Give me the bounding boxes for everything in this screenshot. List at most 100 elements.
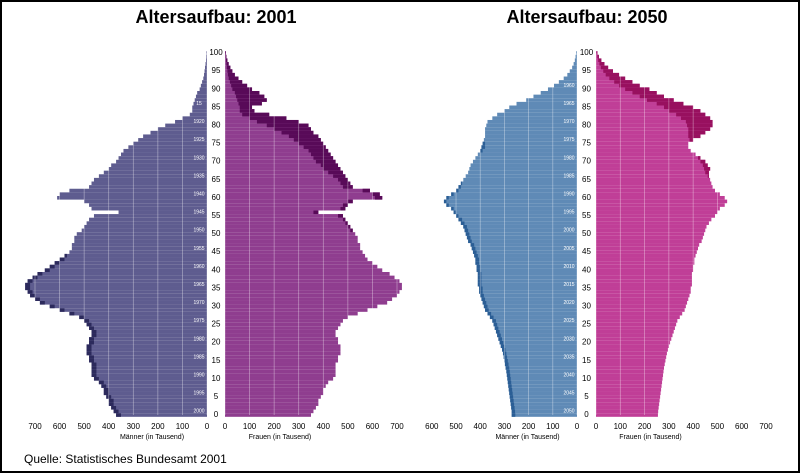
- y-tick-label: 30: [212, 302, 221, 311]
- bar: [103, 387, 207, 392]
- bar: [477, 282, 577, 287]
- bar: [89, 203, 207, 207]
- excess-bar: [599, 62, 605, 66]
- bar: [225, 329, 336, 334]
- bar: [596, 319, 678, 323]
- bar: [93, 376, 207, 381]
- excess-bar: [458, 217, 463, 222]
- bar: [596, 348, 668, 352]
- excess-bar: [700, 159, 706, 164]
- bar: [572, 65, 577, 70]
- bar: [225, 170, 343, 175]
- bar: [79, 315, 207, 320]
- excess-bar: [509, 391, 513, 396]
- bar: [596, 384, 662, 388]
- bar: [128, 145, 207, 149]
- bar: [563, 76, 577, 81]
- bar: [596, 380, 663, 385]
- bar: [225, 398, 319, 403]
- bar: [225, 337, 339, 341]
- bar: [500, 344, 577, 349]
- bar: [596, 98, 674, 102]
- excess-bar: [86, 344, 92, 349]
- x-tick-label: 500: [711, 422, 725, 431]
- bar: [482, 300, 577, 305]
- cohort-label: 1955: [193, 246, 204, 252]
- bar: [596, 141, 689, 146]
- bar: [596, 340, 671, 345]
- excess-bar: [481, 297, 486, 301]
- excess-bar: [64, 253, 67, 258]
- excess-bar: [37, 272, 43, 276]
- cohort-label: 1930: [193, 155, 204, 161]
- bar: [596, 195, 725, 200]
- bar: [476, 268, 577, 273]
- bar: [596, 134, 701, 139]
- bar: [194, 98, 207, 102]
- bar: [494, 326, 577, 330]
- x-tick-label: 200: [267, 422, 281, 431]
- bar: [596, 152, 696, 157]
- excess-bar: [225, 54, 227, 59]
- excess-bar: [25, 282, 31, 287]
- bar: [225, 275, 395, 280]
- bar: [91, 333, 207, 338]
- bar: [225, 152, 331, 157]
- bar: [475, 257, 577, 262]
- excess-bar: [313, 156, 334, 160]
- y-tick-label: 35: [212, 283, 221, 292]
- cohort-label: 2050: [563, 409, 574, 415]
- excess-bar: [465, 232, 470, 236]
- y-tick-label: 35: [582, 283, 591, 292]
- bar: [472, 159, 577, 164]
- excess-bar: [446, 195, 449, 200]
- bar: [206, 54, 207, 59]
- bar: [225, 145, 326, 149]
- excess-bar: [502, 351, 507, 356]
- bar: [540, 91, 577, 95]
- excess-bar: [475, 257, 480, 262]
- bar: [175, 119, 207, 124]
- excess-bar: [497, 333, 501, 338]
- excess-bar: [681, 116, 711, 120]
- cohort-label: 1935: [193, 173, 204, 179]
- bar: [596, 282, 692, 287]
- x-tick-label: 100: [176, 422, 190, 431]
- x-tick-label: 100: [243, 422, 257, 431]
- x-tick-label: 0: [205, 422, 210, 431]
- excess-bar: [27, 290, 33, 294]
- bar: [121, 152, 207, 157]
- bar: [477, 279, 577, 283]
- bar: [547, 87, 577, 92]
- bar: [225, 221, 348, 225]
- bar: [225, 395, 321, 399]
- cohort-label: 1970: [563, 119, 574, 125]
- bar: [507, 380, 577, 385]
- excess-bar: [342, 203, 348, 207]
- y-tick-label: 100: [209, 48, 223, 57]
- bar: [225, 405, 316, 410]
- cohort-label: 2010: [563, 264, 574, 270]
- bar: [497, 112, 577, 117]
- bar: [225, 380, 329, 385]
- y-tick-label: 55: [212, 211, 221, 220]
- excess-bar: [468, 239, 472, 244]
- excess-bar: [598, 58, 602, 63]
- bar: [596, 105, 694, 110]
- bar: [86, 322, 207, 327]
- y-tick-label: 50: [582, 229, 591, 238]
- bar: [596, 87, 650, 92]
- y-tick-label: 25: [582, 320, 591, 329]
- bar: [526, 98, 577, 102]
- chart-title: Altersaufbau: 2001: [135, 7, 296, 27]
- bar: [596, 119, 713, 124]
- bar: [480, 293, 577, 298]
- excess-bar: [91, 329, 97, 334]
- x-tick-label: 100: [546, 422, 560, 431]
- bar: [76, 232, 208, 236]
- bar: [485, 134, 577, 139]
- excess-bar: [504, 358, 508, 363]
- bar: [510, 398, 577, 403]
- bar: [59, 308, 208, 312]
- y-tick-label: 45: [582, 247, 591, 256]
